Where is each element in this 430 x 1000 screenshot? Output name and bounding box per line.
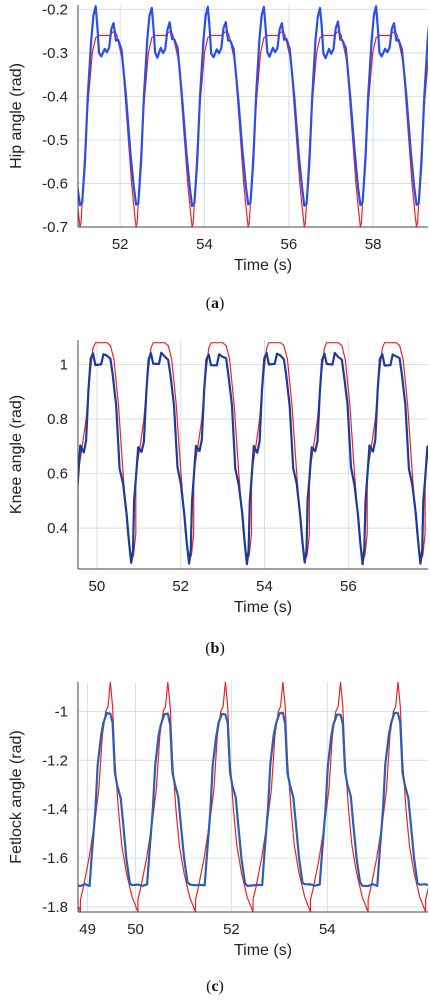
y-tick-label: -0.7 bbox=[42, 219, 68, 236]
y-tick-label: 0.8 bbox=[47, 411, 68, 428]
x-tick-label: 54 bbox=[196, 236, 213, 253]
y-tick-label: -0.3 bbox=[42, 45, 68, 62]
x-tick-label: 50 bbox=[89, 578, 106, 595]
caption-c: (c) bbox=[206, 978, 224, 995]
y-tick-label: -0.5 bbox=[42, 132, 68, 149]
y-tick-label: -1.8 bbox=[42, 899, 68, 916]
x-tick-label: 54 bbox=[256, 578, 273, 595]
measured-series-line bbox=[78, 5, 428, 208]
caption-a: (a) bbox=[205, 295, 225, 312]
y-axis-label: Knee angle (rad) bbox=[8, 395, 25, 514]
measured-series-line bbox=[78, 351, 428, 566]
x-tick-label: 52 bbox=[172, 578, 189, 595]
y-axis-label: Hip angle (rad) bbox=[8, 63, 25, 169]
y-tick-label: -0.2 bbox=[42, 1, 68, 18]
x-tick-label: 58 bbox=[365, 236, 382, 253]
x-axis-label: Time (s) bbox=[234, 257, 292, 274]
fetlock-angle-chart: 49 50 52 54 -1 -1.2 -1.4 -1.6 -1.8 Time (s) Fetloc… bbox=[8, 682, 428, 959]
y-tick-label: 1 bbox=[60, 357, 68, 374]
x-tick-label: 54 bbox=[319, 921, 336, 938]
y-tick-label: -1.2 bbox=[42, 752, 68, 769]
y-tick-label: -0.4 bbox=[42, 88, 68, 105]
reference-series-line bbox=[78, 682, 428, 912]
x-axis-label: Time (s) bbox=[234, 942, 292, 959]
y-tick-label: -1 bbox=[55, 703, 68, 720]
y-tick-label: 0.6 bbox=[47, 466, 68, 483]
y-tick-label: -1.4 bbox=[42, 801, 68, 818]
y-tick-label: 0.4 bbox=[47, 520, 68, 537]
x-tick-label: 49 bbox=[79, 921, 96, 938]
x-tick-label: 50 bbox=[127, 921, 144, 938]
x-tick-label: 52 bbox=[112, 236, 129, 253]
y-tick-label: -0.6 bbox=[42, 175, 68, 192]
reference-series-line bbox=[78, 342, 428, 562]
hip-angle-chart: 52 54 56 58 -0.2 -0.3 -0.4 -0.5 -0.6 -0.7 Time (s)… bbox=[8, 1, 428, 274]
x-tick-label: 56 bbox=[340, 578, 357, 595]
caption-b: (b) bbox=[205, 640, 225, 657]
knee-angle-chart: 50 52 54 56 0.4 0.6 0.8 1 Time (s) Knee angle (ra… bbox=[8, 340, 428, 616]
x-axis-label: Time (s) bbox=[234, 599, 292, 616]
measured-series-line bbox=[78, 711, 428, 888]
x-tick-label: 56 bbox=[280, 236, 297, 253]
x-tick-label: 52 bbox=[223, 921, 240, 938]
y-tick-label: -1.6 bbox=[42, 850, 68, 867]
y-axis-label: Fetlock angle (rad) bbox=[8, 730, 25, 863]
